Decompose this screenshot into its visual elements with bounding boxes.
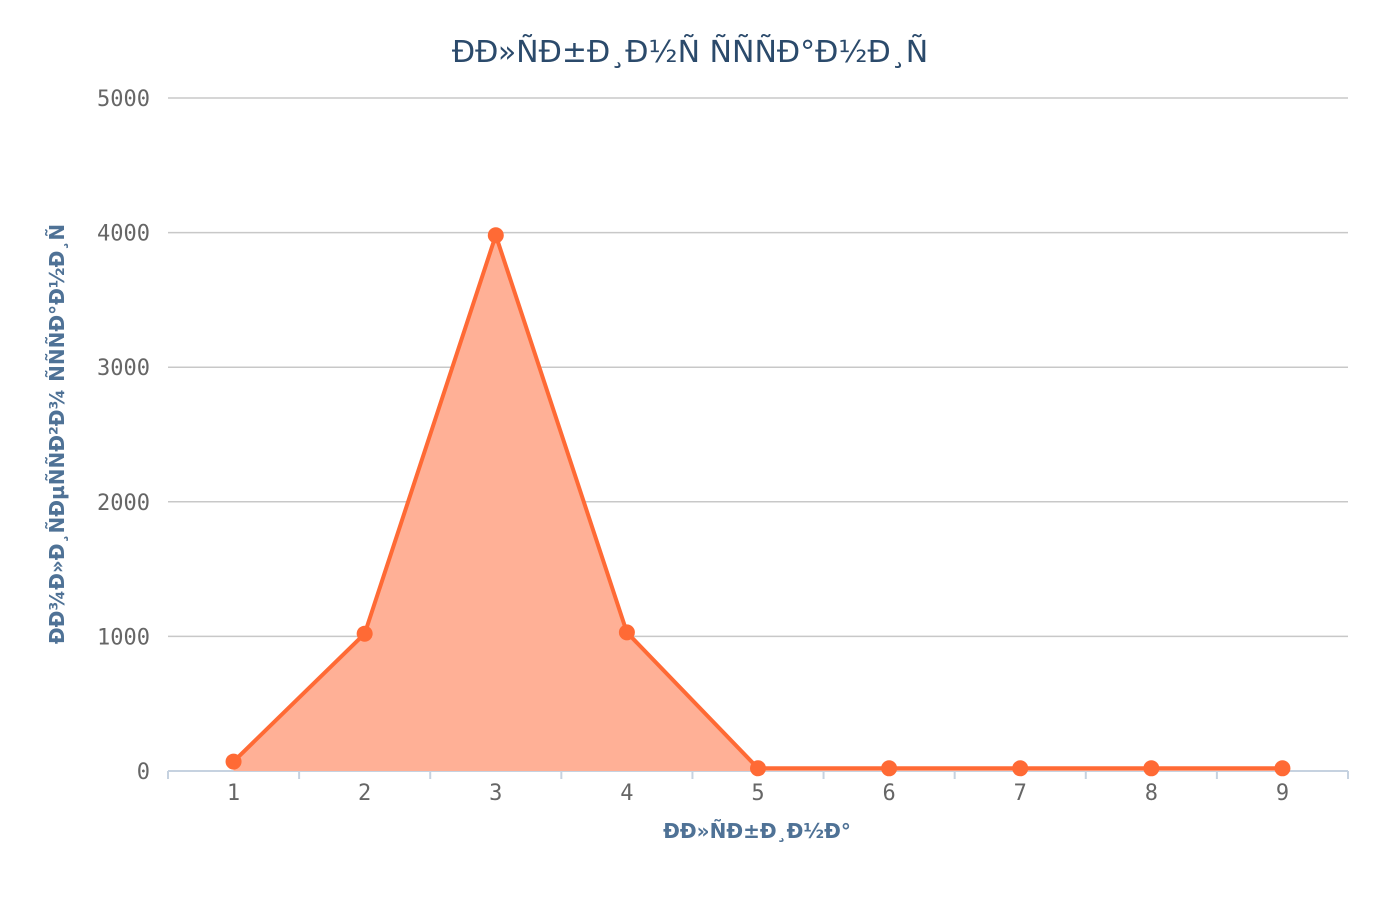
y-axis-ticks: 0 1000 2000 3000 4000 5000 xyxy=(97,87,150,785)
x-tick-label: 9 xyxy=(1276,781,1289,806)
chart-title: ÐÐ»ÑÐ±Ð¸Ð½Ñ ÑÑÑÐ°Ð½Ð¸Ñ xyxy=(452,34,928,70)
data-point[interactable] xyxy=(750,760,766,777)
y-tick-label: 1000 xyxy=(97,625,150,650)
x-tick-label: 1 xyxy=(227,781,240,806)
data-point[interactable] xyxy=(1143,760,1160,777)
series-area xyxy=(233,235,1283,772)
series-layer xyxy=(225,227,1291,777)
x-axis-title: ÐÐ»ÑÐ±Ð¸Ð½Ð° xyxy=(663,819,851,843)
x-tick-label: 4 xyxy=(620,781,633,806)
data-point[interactable] xyxy=(881,760,898,777)
x-axis-ticks: 1 2 3 4 5 6 7 8 9 xyxy=(167,771,1349,806)
data-point[interactable] xyxy=(1274,760,1291,777)
data-point[interactable] xyxy=(356,625,373,642)
x-tick-label: 7 xyxy=(1014,781,1027,806)
x-tick-label: 5 xyxy=(751,781,764,806)
gridlines xyxy=(168,97,1348,638)
data-point[interactable] xyxy=(618,624,635,641)
y-tick-label: 2000 xyxy=(97,491,150,516)
x-tick-label: 2 xyxy=(358,781,371,806)
y-tick-label: 3000 xyxy=(97,356,150,381)
y-tick-label: 4000 xyxy=(97,222,150,247)
x-tick-label: 3 xyxy=(489,781,502,806)
x-tick-label: 6 xyxy=(882,781,895,806)
data-point[interactable] xyxy=(487,227,504,244)
y-axis-title: ÐÐ¾Ð»Ð¸ÑÐµÑÑÐ²Ð¾ ÑÑÑÐ°Ð½Ð¸Ñ xyxy=(45,224,69,644)
x-tick-label: 8 xyxy=(1145,781,1158,806)
y-tick-label: 5000 xyxy=(97,87,150,112)
y-tick-label: 0 xyxy=(137,760,150,785)
data-point[interactable] xyxy=(1012,760,1029,777)
data-point[interactable] xyxy=(225,753,242,770)
